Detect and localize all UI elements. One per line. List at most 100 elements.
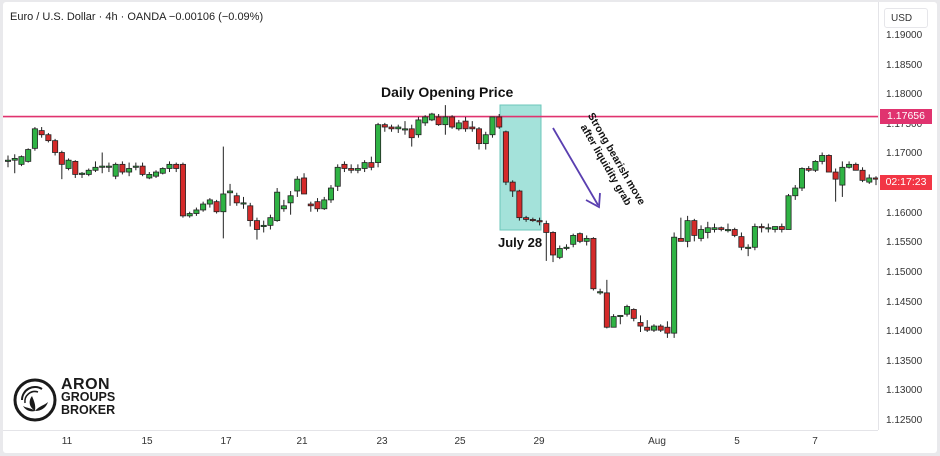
candle bbox=[792, 185, 799, 200]
logo-line-2: GROUPS bbox=[61, 390, 116, 404]
candle bbox=[321, 196, 328, 210]
candle bbox=[758, 223, 765, 233]
candle bbox=[240, 196, 247, 209]
candle bbox=[267, 214, 274, 230]
candle bbox=[381, 122, 388, 132]
candle bbox=[637, 315, 644, 332]
candle bbox=[139, 162, 146, 177]
candle bbox=[711, 223, 718, 233]
candle bbox=[435, 114, 442, 126]
price-axis[interactable] bbox=[878, 2, 938, 430]
candle bbox=[153, 170, 160, 178]
price-tick: 1.17500 bbox=[886, 118, 923, 130]
price-tick: 1.19000 bbox=[886, 30, 923, 41]
candle bbox=[825, 154, 832, 173]
candle bbox=[704, 221, 711, 239]
candle bbox=[415, 116, 422, 138]
candle bbox=[388, 124, 395, 132]
candle bbox=[597, 288, 604, 295]
price-tick: 1.18000 bbox=[886, 89, 923, 101]
candle bbox=[126, 162, 133, 177]
time-tick: 17 bbox=[220, 436, 232, 447]
candle bbox=[610, 314, 617, 328]
candle bbox=[11, 154, 18, 174]
candle bbox=[18, 155, 25, 167]
candle bbox=[603, 279, 610, 329]
time-tick: 21 bbox=[296, 436, 308, 447]
candle bbox=[570, 233, 577, 248]
candle bbox=[79, 172, 86, 178]
candle bbox=[644, 320, 651, 332]
currency-selector[interactable]: USD bbox=[884, 8, 928, 28]
time-tick: Aug bbox=[648, 436, 666, 447]
price-tick: 1.13500 bbox=[886, 355, 923, 367]
candle bbox=[563, 244, 570, 251]
candle bbox=[395, 124, 402, 133]
candle bbox=[502, 130, 509, 186]
candle bbox=[422, 115, 429, 126]
candle bbox=[778, 223, 785, 233]
price-tick: 1.14500 bbox=[886, 296, 923, 308]
candle bbox=[839, 161, 846, 197]
candle bbox=[724, 223, 731, 233]
candle bbox=[489, 116, 496, 138]
candle bbox=[550, 231, 557, 263]
candle bbox=[45, 132, 52, 143]
candle bbox=[227, 183, 234, 206]
candle bbox=[72, 160, 79, 178]
candle bbox=[206, 198, 213, 208]
candle bbox=[65, 158, 72, 171]
price-tick: 1.14000 bbox=[886, 326, 923, 338]
time-tick: 23 bbox=[376, 436, 388, 447]
candle bbox=[119, 161, 126, 175]
candle bbox=[92, 161, 99, 173]
candle bbox=[745, 244, 752, 257]
price-tick: 1.18500 bbox=[886, 59, 923, 71]
candle bbox=[671, 232, 678, 338]
candle bbox=[166, 161, 173, 173]
candle bbox=[314, 198, 321, 212]
candle bbox=[85, 168, 92, 177]
symbol-title: Euro / U.S. Dollar · 4h · OANDA −0.00106… bbox=[10, 11, 264, 23]
candle bbox=[442, 105, 449, 135]
candle bbox=[516, 189, 523, 221]
logo-line-1: ARON bbox=[61, 376, 111, 393]
candle bbox=[408, 124, 415, 147]
candle bbox=[846, 161, 853, 169]
candle bbox=[327, 185, 334, 203]
candle bbox=[132, 162, 139, 171]
candle bbox=[213, 199, 220, 214]
candle bbox=[819, 152, 826, 165]
candle bbox=[624, 304, 631, 317]
price-tick: 1.15000 bbox=[886, 266, 923, 278]
candle bbox=[146, 172, 153, 180]
candle bbox=[866, 174, 873, 184]
candle bbox=[159, 167, 166, 175]
candle bbox=[449, 115, 456, 129]
candle bbox=[590, 237, 597, 291]
candle bbox=[341, 161, 348, 173]
candle bbox=[657, 324, 664, 332]
candle bbox=[738, 232, 745, 251]
candle bbox=[859, 167, 866, 183]
price-tick: 1.12500 bbox=[886, 415, 923, 426]
candle bbox=[805, 166, 812, 173]
time-axis[interactable] bbox=[3, 430, 878, 454]
logo-line-3: BROKER bbox=[61, 403, 116, 417]
candle bbox=[31, 127, 38, 151]
broker-logo-text: ARON GROUPS BROKER bbox=[61, 376, 116, 417]
aron-logo-icon bbox=[13, 378, 57, 422]
candle bbox=[462, 116, 469, 132]
candle bbox=[543, 220, 550, 261]
candle bbox=[193, 207, 200, 216]
candle bbox=[576, 232, 583, 244]
candle bbox=[200, 201, 207, 212]
candle bbox=[112, 162, 119, 180]
candle bbox=[684, 215, 691, 248]
candle bbox=[583, 235, 590, 246]
candle bbox=[798, 167, 805, 191]
bearish-arrow-icon bbox=[552, 127, 601, 209]
candle bbox=[99, 152, 106, 174]
price-tick: 1.17000 bbox=[886, 148, 923, 160]
